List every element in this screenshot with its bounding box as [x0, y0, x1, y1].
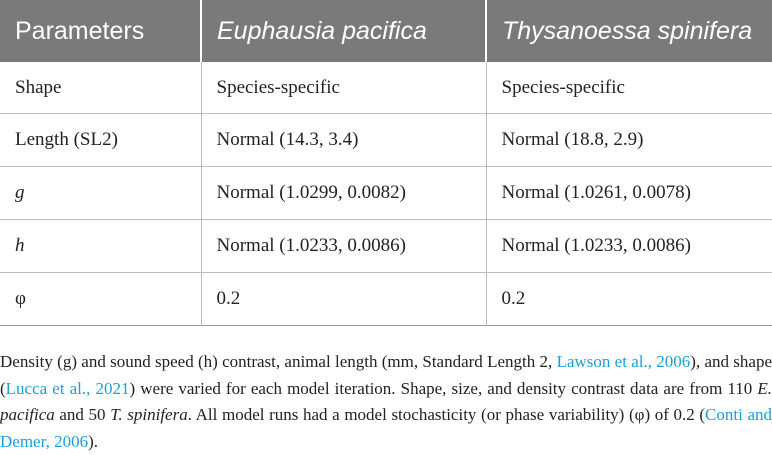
caption-text: Density (g) and sound speed (h) contrast… — [0, 352, 557, 371]
table-caption: Density (g) and sound speed (h) contrast… — [0, 349, 772, 455]
e-pacifica-cell: 0.2 — [201, 272, 487, 326]
t-spinifera-cell: Species-specific — [501, 76, 625, 98]
header-euphausia-pacifica: Euphausia pacifica — [201, 0, 487, 62]
header-parameters: Parameters — [0, 0, 202, 62]
t-spinifera-cell: Normal (1.0233, 0.0086) — [486, 219, 772, 273]
caption-text: ), and shape ( — [0, 352, 772, 398]
e-pacifica-cell: Normal (1.0233, 0.0086) — [201, 219, 487, 273]
caption-text: ). — [88, 431, 98, 451]
t-spinifera-cell: Normal (1.0261, 0.0078) — [486, 166, 772, 220]
citation-link-lawson[interactable]: Lawson et al., 2006 — [556, 352, 691, 371]
caption-text: ) were varied for each model iteration. … — [129, 378, 758, 398]
param-cell: g — [0, 166, 202, 220]
parameters-table: Parameters Euphausia pacifica Thysanoess… — [0, 0, 772, 326]
caption-text: . All model runs had a model stochastici… — [187, 405, 706, 424]
header-thysanoessa-spinifera: Thysanoessa spinifera — [486, 0, 772, 62]
species-name-t-spinifera: T. spinifera — [110, 405, 188, 424]
e-pacifica-cell: Species-specific — [201, 62, 487, 114]
param-cell: Shape — [0, 62, 202, 114]
table-row: Length (SL2) Normal (14.3, 3.4) Normal (… — [0, 113, 772, 167]
param-cell: Length (SL2) — [0, 113, 202, 167]
param-cell: φ — [0, 272, 202, 326]
table-row: φ 0.2 0.2 — [0, 272, 772, 326]
table-header-row: Parameters Euphausia pacifica Thysanoess… — [0, 0, 772, 62]
table-row: h Normal (1.0233, 0.0086) Normal (1.0233… — [0, 219, 772, 273]
species-name-e-pacifica: E. pacifica — [0, 378, 772, 425]
citation-link-lucca[interactable]: Lucca et al., 2021 — [5, 378, 130, 398]
table-row: g Normal (1.0299, 0.0082) Normal (1.0261… — [0, 166, 772, 220]
parameters-table-container: Parameters Euphausia pacifica Thysanoess… — [0, 0, 772, 326]
table-row: Shape Species-specific Species-specific — [0, 62, 772, 114]
caption-text: and 50 — [54, 405, 111, 424]
t-spinifera-cell: 0.2 — [486, 272, 772, 326]
param-cell: h — [0, 219, 202, 273]
e-pacifica-cell: Normal (1.0299, 0.0082) — [201, 166, 487, 220]
t-spinifera-cell: Normal (18.8, 2.9) — [486, 113, 772, 167]
e-pacifica-cell: Normal (14.3, 3.4) — [201, 113, 487, 167]
